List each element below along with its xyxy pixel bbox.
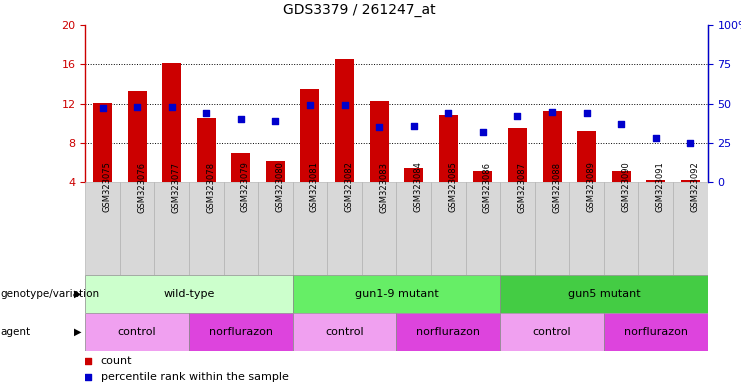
Bar xyxy=(328,182,362,275)
Bar xyxy=(473,170,492,182)
Bar xyxy=(611,170,631,182)
Text: GSM323084: GSM323084 xyxy=(413,162,422,212)
Text: GSM323092: GSM323092 xyxy=(691,162,700,212)
Bar xyxy=(120,182,154,275)
Text: GSM323082: GSM323082 xyxy=(345,162,353,212)
Text: control: control xyxy=(533,327,571,337)
Text: count: count xyxy=(101,356,133,366)
Point xyxy=(82,358,94,364)
Text: GSM323081: GSM323081 xyxy=(310,162,319,212)
Text: ▶: ▶ xyxy=(74,327,82,337)
Point xyxy=(546,108,558,114)
Text: percentile rank within the sample: percentile rank within the sample xyxy=(101,372,289,382)
Bar xyxy=(293,182,328,275)
Text: GSM323087: GSM323087 xyxy=(517,162,526,212)
Bar xyxy=(362,182,396,275)
Text: norflurazon: norflurazon xyxy=(624,327,688,337)
Point xyxy=(650,135,662,141)
Bar xyxy=(85,182,120,275)
Text: GDS3379 / 261247_at: GDS3379 / 261247_at xyxy=(283,3,436,17)
Point xyxy=(304,102,316,108)
Bar xyxy=(293,313,396,351)
Bar xyxy=(396,313,500,351)
Text: wild-type: wild-type xyxy=(163,289,215,299)
Text: gun5 mutant: gun5 mutant xyxy=(568,289,640,299)
Point xyxy=(200,110,212,116)
Point xyxy=(685,140,697,146)
Text: GSM323078: GSM323078 xyxy=(206,162,215,212)
Bar xyxy=(370,101,388,182)
Bar xyxy=(293,275,500,313)
Text: genotype/variation: genotype/variation xyxy=(1,289,100,299)
Point xyxy=(373,124,385,131)
Text: gun1-9 mutant: gun1-9 mutant xyxy=(354,289,439,299)
Bar xyxy=(300,89,319,182)
Text: GSM323076: GSM323076 xyxy=(137,162,146,212)
Text: GSM323090: GSM323090 xyxy=(621,162,630,212)
Bar xyxy=(577,131,596,182)
Bar xyxy=(154,182,189,275)
Bar xyxy=(535,182,569,275)
Bar xyxy=(162,63,181,182)
Point xyxy=(511,113,523,119)
Text: norflurazon: norflurazon xyxy=(209,327,273,337)
Text: GSM323085: GSM323085 xyxy=(448,162,457,212)
Bar xyxy=(404,168,423,182)
Bar xyxy=(189,182,224,275)
Text: GSM323080: GSM323080 xyxy=(276,162,285,212)
Bar xyxy=(508,128,527,182)
Bar xyxy=(646,180,665,182)
Bar xyxy=(224,182,258,275)
Point xyxy=(82,374,94,381)
Point xyxy=(442,110,454,116)
Bar xyxy=(189,313,293,351)
Point xyxy=(615,121,627,127)
Bar xyxy=(266,161,285,182)
Point xyxy=(581,110,593,116)
Bar xyxy=(542,111,562,182)
Text: ▶: ▶ xyxy=(74,289,82,299)
Text: GSM323083: GSM323083 xyxy=(379,162,388,212)
Point xyxy=(96,105,108,111)
Bar xyxy=(335,60,354,182)
Text: GSM323077: GSM323077 xyxy=(172,162,181,212)
Bar xyxy=(569,182,604,275)
Text: GSM323091: GSM323091 xyxy=(656,162,665,212)
Text: norflurazon: norflurazon xyxy=(416,327,480,337)
Bar xyxy=(85,313,189,351)
Bar xyxy=(500,182,535,275)
Text: GSM323075: GSM323075 xyxy=(102,162,111,212)
Point xyxy=(477,129,489,135)
Text: GSM323088: GSM323088 xyxy=(552,162,561,212)
Bar xyxy=(500,313,604,351)
Bar xyxy=(673,182,708,275)
Bar xyxy=(258,182,293,275)
Bar xyxy=(439,116,458,182)
Bar xyxy=(604,182,639,275)
Text: GSM323089: GSM323089 xyxy=(587,162,596,212)
Bar xyxy=(431,182,465,275)
Bar xyxy=(681,180,700,182)
Bar xyxy=(231,153,250,182)
Point xyxy=(235,116,247,122)
Text: GSM323079: GSM323079 xyxy=(241,162,250,212)
Text: GSM323086: GSM323086 xyxy=(483,162,492,212)
Point xyxy=(166,104,178,110)
Text: control: control xyxy=(325,327,364,337)
Bar xyxy=(93,103,112,182)
Text: agent: agent xyxy=(1,327,31,337)
Bar xyxy=(465,182,500,275)
Bar xyxy=(604,313,708,351)
Point xyxy=(408,122,419,129)
Bar xyxy=(396,182,431,275)
Point xyxy=(339,102,350,108)
Text: control: control xyxy=(118,327,156,337)
Point xyxy=(131,104,143,110)
Bar xyxy=(500,275,708,313)
Bar xyxy=(85,275,293,313)
Bar xyxy=(196,118,216,182)
Point xyxy=(270,118,282,124)
Bar xyxy=(127,91,147,182)
Bar xyxy=(639,182,673,275)
